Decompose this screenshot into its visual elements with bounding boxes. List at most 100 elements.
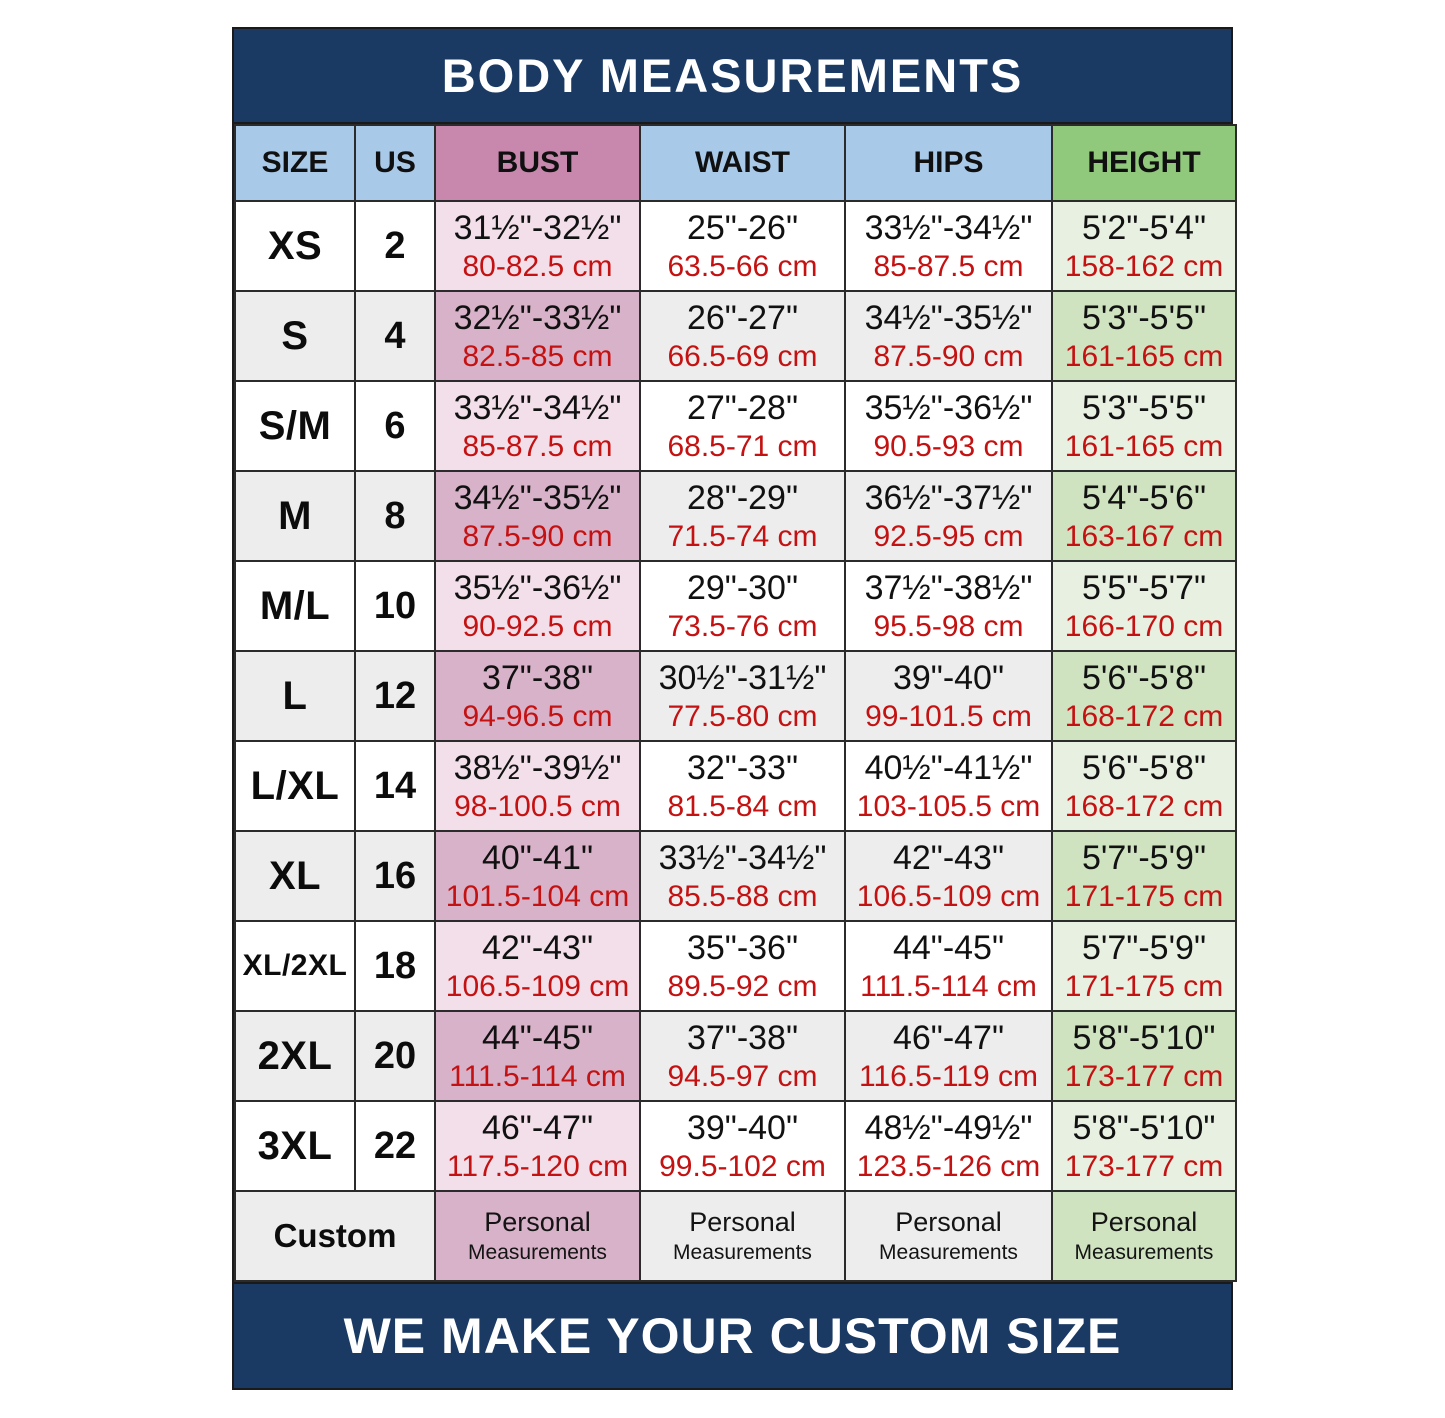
waist-cell: 37"-38" 94.5-97 cm bbox=[639, 1010, 846, 1102]
waist-cm: 99.5-102 cm bbox=[659, 1150, 826, 1184]
waist-inches: 27"-28" bbox=[686, 388, 799, 427]
bust-inches: 31½"-32½" bbox=[453, 208, 622, 247]
us-label: 20 bbox=[373, 1034, 417, 1077]
bust-cm: 117.5-120 cm bbox=[446, 1150, 629, 1184]
hips-cm: 99-101.5 cm bbox=[865, 700, 1032, 734]
personal-text: Personal bbox=[895, 1207, 1002, 1238]
table-row: XL 16 40"-41" 101.5-104 cm 33½"-34½" 85.5-88 … bbox=[234, 830, 1237, 922]
us-label: 6 bbox=[384, 404, 406, 447]
us-label: 18 bbox=[373, 944, 417, 987]
hips-cell: 48½"-49½" 123.5-126 cm bbox=[844, 1100, 1053, 1192]
waist-inches: 35"-36" bbox=[686, 928, 799, 967]
bust-cell: 37"-38" 94-96.5 cm bbox=[434, 650, 641, 742]
hips-cell: 42"-43" 106.5-109 cm bbox=[844, 830, 1053, 922]
custom-bust-cell: Personal Measurements bbox=[434, 1190, 641, 1282]
size-cell: M/L bbox=[234, 560, 356, 652]
height-cm: 171-175 cm bbox=[1064, 880, 1224, 914]
hips-cell: 33½"-34½" 85-87.5 cm bbox=[844, 200, 1053, 292]
us-cell: 18 bbox=[354, 920, 436, 1012]
waist-inches: 39"-40" bbox=[686, 1108, 799, 1147]
waist-inches: 30½"-31½" bbox=[658, 658, 827, 697]
measurements-text: Measurements bbox=[1074, 1241, 1214, 1265]
bust-inches: 44"-45" bbox=[481, 1018, 594, 1057]
hips-inches: 39"-40" bbox=[892, 658, 1005, 697]
personal-text: Personal bbox=[484, 1207, 591, 1238]
bust-cm: 111.5-114 cm bbox=[449, 1060, 626, 1094]
us-cell: 20 bbox=[354, 1010, 436, 1102]
bust-cell: 42"-43" 106.5-109 cm bbox=[434, 920, 641, 1012]
waist-cm: 89.5-92 cm bbox=[667, 970, 818, 1004]
height-inches: 5'7"-5'9" bbox=[1081, 838, 1207, 877]
hips-inches: 42"-43" bbox=[892, 838, 1005, 877]
personal-text: Personal bbox=[689, 1207, 796, 1238]
height-cell: 5'6"-5'8" 168-172 cm bbox=[1051, 650, 1237, 742]
hips-inches: 44"-45" bbox=[892, 928, 1005, 967]
size-label: XL/2XL bbox=[242, 949, 348, 982]
us-label: 22 bbox=[373, 1124, 417, 1167]
hips-cm: 92.5-95 cm bbox=[873, 520, 1024, 554]
waist-cm: 68.5-71 cm bbox=[667, 430, 818, 464]
us-label: 16 bbox=[373, 854, 417, 897]
bust-cm: 85-87.5 cm bbox=[462, 430, 613, 464]
waist-cm: 71.5-74 cm bbox=[667, 520, 818, 554]
waist-cell: 35"-36" 89.5-92 cm bbox=[639, 920, 846, 1012]
size-label: XS bbox=[267, 223, 323, 268]
hips-cm: 123.5-126 cm bbox=[856, 1150, 1041, 1184]
hips-inches: 33½"-34½" bbox=[864, 208, 1033, 247]
bust-inches: 46"-47" bbox=[481, 1108, 594, 1147]
hips-cm: 95.5-98 cm bbox=[873, 610, 1024, 644]
custom-row: Custom Personal Measurements Personal Me… bbox=[234, 1190, 1237, 1282]
size-label: S bbox=[281, 313, 309, 358]
height-cell: 5'3"-5'5" 161-165 cm bbox=[1051, 290, 1237, 382]
footer-text: WE MAKE YOUR CUSTOM SIZE bbox=[343, 1308, 1122, 1364]
size-label: XL bbox=[268, 853, 322, 898]
hips-cm: 111.5-114 cm bbox=[860, 970, 1037, 1004]
waist-cell: 33½"-34½" 85.5-88 cm bbox=[639, 830, 846, 922]
hips-cm: 87.5-90 cm bbox=[873, 340, 1024, 374]
table-row: XS 2 31½"-32½" 80-82.5 cm 25"-26" 63.5-66 cm 3… bbox=[234, 200, 1237, 292]
size-chart-poster: BODY MEASUREMENTS SIZE US BUST WAIST HIP… bbox=[232, 27, 1237, 1390]
us-cell: 12 bbox=[354, 650, 436, 742]
hips-inches: 40½"-41½" bbox=[864, 748, 1033, 787]
waist-cell: 32"-33" 81.5-84 cm bbox=[639, 740, 846, 832]
table-body: XS 2 31½"-32½" 80-82.5 cm 25"-26" 63.5-66 cm 3… bbox=[234, 200, 1237, 1192]
bust-cell: 40"-41" 101.5-104 cm bbox=[434, 830, 641, 922]
height-cm: 168-172 cm bbox=[1064, 700, 1224, 734]
height-cell: 5'8"-5'10" 173-177 cm bbox=[1051, 1100, 1237, 1192]
personal-text: Personal bbox=[1090, 1207, 1198, 1238]
bust-cell: 46"-47" 117.5-120 cm bbox=[434, 1100, 641, 1192]
height-inches: 5'5"-5'7" bbox=[1081, 568, 1207, 607]
custom-hips-cell: Personal Measurements bbox=[844, 1190, 1053, 1282]
size-cell: L/XL bbox=[234, 740, 356, 832]
column-header-size: SIZE bbox=[234, 124, 356, 202]
size-cell: 3XL bbox=[234, 1100, 356, 1192]
hips-cell: 34½"-35½" 87.5-90 cm bbox=[844, 290, 1053, 382]
bust-cell: 35½"-36½" 90-92.5 cm bbox=[434, 560, 641, 652]
height-inches: 5'6"-5'8" bbox=[1081, 748, 1207, 787]
bust-inches: 32½"-33½" bbox=[453, 298, 622, 337]
waist-cm: 81.5-84 cm bbox=[667, 790, 818, 824]
bust-cm: 106.5-109 cm bbox=[445, 970, 630, 1004]
bust-cell: 32½"-33½" 82.5-85 cm bbox=[434, 290, 641, 382]
size-cell: 2XL bbox=[234, 1010, 356, 1102]
bust-cm: 94-96.5 cm bbox=[462, 700, 613, 734]
waist-cell: 25"-26" 63.5-66 cm bbox=[639, 200, 846, 292]
height-inches: 5'2"-5'4" bbox=[1081, 208, 1207, 247]
waist-cm: 63.5-66 cm bbox=[667, 250, 818, 284]
waist-inches: 28"-29" bbox=[686, 478, 799, 517]
height-inches: 5'7"-5'9" bbox=[1081, 928, 1207, 967]
height-cm: 166-170 cm bbox=[1064, 610, 1224, 644]
bust-inches: 40"-41" bbox=[481, 838, 594, 877]
table-row: L/XL 14 38½"-39½" 98-100.5 cm 32"-33" 81.5-84… bbox=[234, 740, 1237, 832]
custom-label: Custom bbox=[273, 1217, 397, 1254]
bust-cm: 101.5-104 cm bbox=[445, 880, 630, 914]
size-label: S/M bbox=[258, 403, 332, 448]
height-cm: 158-162 cm bbox=[1064, 250, 1224, 284]
custom-height-cell: Personal Measurements bbox=[1051, 1190, 1237, 1282]
bust-cell: 34½"-35½" 87.5-90 cm bbox=[434, 470, 641, 562]
hips-inches: 35½"-36½" bbox=[864, 388, 1033, 427]
hips-cell: 35½"-36½" 90.5-93 cm bbox=[844, 380, 1053, 472]
bust-cell: 33½"-34½" 85-87.5 cm bbox=[434, 380, 641, 472]
hips-inches: 34½"-35½" bbox=[864, 298, 1033, 337]
us-label: 12 bbox=[373, 674, 417, 717]
